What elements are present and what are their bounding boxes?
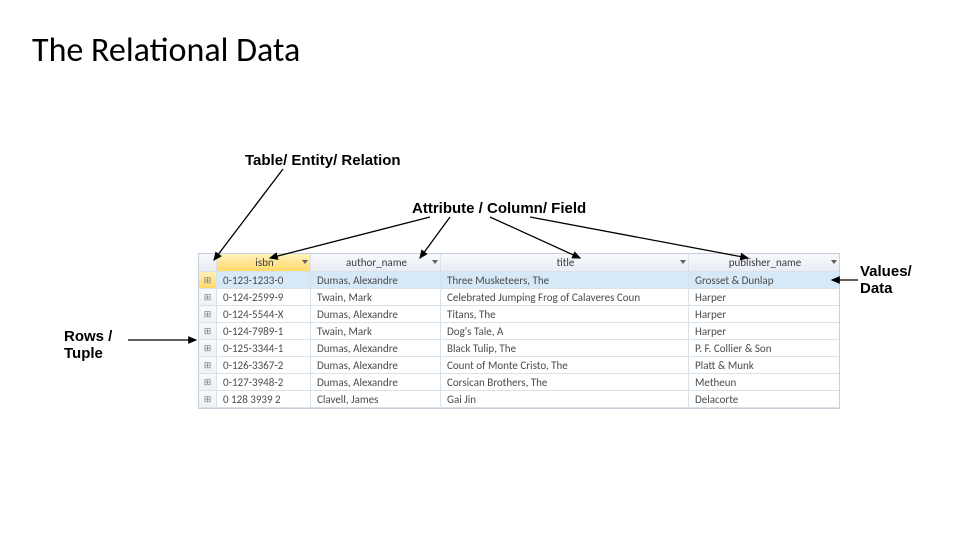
dropdown-icon[interactable] [432,260,438,264]
label-attribute: Attribute / Column/ Field [412,200,586,217]
col-header-publisher[interactable]: publisher_name [689,254,839,272]
attr-to-isbn [270,217,430,258]
cell: Grosset & Dunlap [689,272,839,289]
table-row[interactable]: ⊞0-124-7989-1Twain, MarkDog's Tale, AHar… [199,323,839,340]
col-header-author[interactable]: author_name [311,254,441,272]
attr-to-pub [530,217,748,258]
cell: Harper [689,306,839,323]
cell: Delacorte [689,391,839,408]
cell: Dog's Tale, A [441,323,689,340]
cell: Metheun [689,374,839,391]
label-rows: Rows /Tuple [64,328,112,362]
cell: 0-125-3344-1 [217,340,311,357]
cell: 0-124-7989-1 [217,323,311,340]
cell: Three Musketeers, The [441,272,689,289]
cell: Harper [689,289,839,306]
col-header-title[interactable]: title [441,254,689,272]
table-row[interactable]: ⊞0-124-2599-9Twain, MarkCelebrated Jumpi… [199,289,839,306]
table-row[interactable]: ⊞0-127-3948-2Dumas, AlexandreCorsican Br… [199,374,839,391]
cell: Platt & Munk [689,357,839,374]
cell: Dumas, Alexandre [311,340,441,357]
expand-icon[interactable]: ⊞ [199,272,217,289]
table-row[interactable]: ⊞0-126-3367-2Dumas, AlexandreCount of Mo… [199,357,839,374]
cell: Dumas, Alexandre [311,272,441,289]
table-row[interactable]: ⊞0-125-3344-1Dumas, AlexandreBlack Tulip… [199,340,839,357]
table-header-row: isbn author_name title publisher_name [199,254,839,272]
cell: Twain, Mark [311,323,441,340]
cell: 0-127-3948-2 [217,374,311,391]
cell: P. F. Collier & Son [689,340,839,357]
label-values: Values/Data [860,263,912,297]
dropdown-icon[interactable] [831,260,837,264]
cell: Clavell, James [311,391,441,408]
table-row[interactable]: ⊞0-123-1233-0Dumas, AlexandreThree Muske… [199,272,839,289]
cell: Celebrated Jumping Frog of Calaveres Cou… [441,289,689,306]
cell: Harper [689,323,839,340]
expand-icon[interactable]: ⊞ [199,340,217,357]
attr-to-title [490,217,580,258]
expand-icon[interactable]: ⊞ [199,391,217,408]
cell: Titans, The [441,306,689,323]
cell: Black Tulip, The [441,340,689,357]
table-row[interactable]: ⊞0 128 3939 2Clavell, JamesGai JinDelaco… [199,391,839,408]
attr-to-author [420,217,450,258]
cell: Twain, Mark [311,289,441,306]
expand-icon[interactable]: ⊞ [199,289,217,306]
cell: Count of Monte Cristo, The [441,357,689,374]
cell: Dumas, Alexandre [311,374,441,391]
cell: 0-124-2599-9 [217,289,311,306]
expand-icon[interactable]: ⊞ [199,357,217,374]
cell: Dumas, Alexandre [311,306,441,323]
table-body: ⊞0-123-1233-0Dumas, AlexandreThree Muske… [199,272,839,408]
table-to-corner [214,169,283,260]
cell: Dumas, Alexandre [311,357,441,374]
dropdown-icon[interactable] [302,260,308,264]
dropdown-icon[interactable] [680,260,686,264]
expand-icon[interactable]: ⊞ [199,323,217,340]
table-row[interactable]: ⊞0-124-5544-XDumas, AlexandreTitans, The… [199,306,839,323]
cell: 0-123-1233-0 [217,272,311,289]
cell: 0 128 3939 2 [217,391,311,408]
col-header-isbn[interactable]: isbn [217,254,311,272]
cell: 0-124-5544-X [217,306,311,323]
data-table: isbn author_name title publisher_name ⊞0… [198,253,840,409]
cell: 0-126-3367-2 [217,357,311,374]
slide-title: The Relational Data [32,30,300,71]
label-table: Table/ Entity/ Relation [245,152,401,169]
cell: Corsican Brothers, The [441,374,689,391]
cell: Gai Jin [441,391,689,408]
expand-icon[interactable]: ⊞ [199,306,217,323]
expand-icon[interactable]: ⊞ [199,374,217,391]
expand-header [199,254,217,272]
